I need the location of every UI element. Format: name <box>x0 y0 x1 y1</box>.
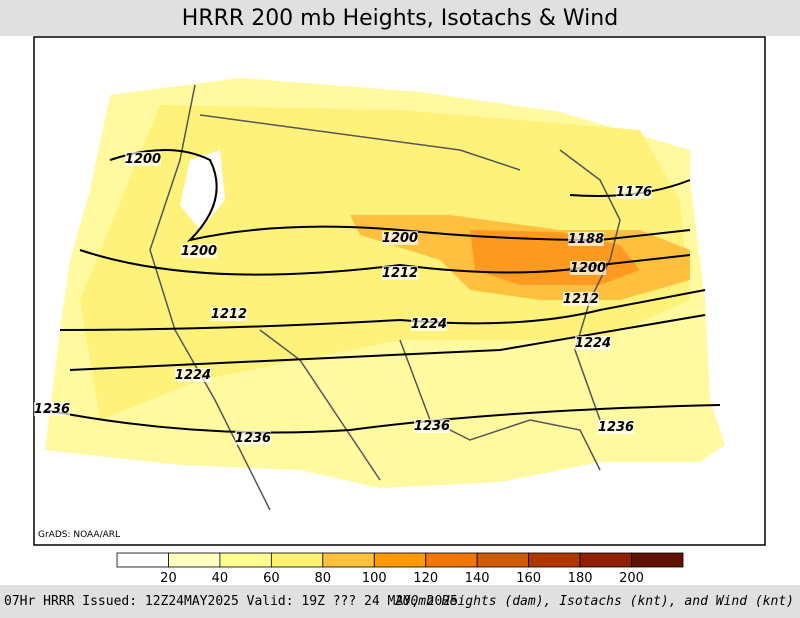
contour-label-bg <box>414 419 450 433</box>
contour-label: 1224 <box>175 368 211 383</box>
colorbar-swatch <box>425 552 478 568</box>
contour-label: 1212 <box>211 307 247 322</box>
contour-label-bg <box>211 307 247 321</box>
contour-label-bg <box>382 266 418 280</box>
footer-right: 200mb Heights (dam), Isotachs (knt), and… <box>395 594 794 609</box>
contour-label-bg <box>563 292 599 306</box>
colorbar-label: 100 <box>362 571 387 586</box>
contour-label: 1176 <box>616 185 652 200</box>
contour-label: 1236 <box>34 402 70 417</box>
contour-label-bg <box>598 420 634 434</box>
credit: GrADS: NOAA/ARL <box>38 530 120 540</box>
colorbar-swatch <box>476 552 530 568</box>
contour-label-bg <box>125 152 161 166</box>
contour-label: 1236 <box>598 420 634 435</box>
contour-labels: 1200 1200 1176 1188 1200 1200 1212 1212 1212 1224… <box>34 152 652 446</box>
colorbar-label: 200 <box>619 571 644 586</box>
contour-label-bg <box>34 402 70 416</box>
contour-label: 1188 <box>568 232 604 247</box>
colorbar-swatch <box>219 552 272 568</box>
colorbar-swatch <box>168 552 221 568</box>
contour-label: 1236 <box>414 419 450 434</box>
colorbar-swatch <box>322 552 375 568</box>
colorbar-label: 80 <box>315 571 332 586</box>
contour-label-bg <box>575 336 611 350</box>
contour-label: 1212 <box>382 266 418 281</box>
colorbar: 20 40 60 80 100 120 140 160 180 200 <box>116 552 684 586</box>
contour-label: 1224 <box>411 317 447 332</box>
contour-label-bg <box>235 431 271 445</box>
contour-label-bg <box>382 231 418 245</box>
colorbar-label: 60 <box>263 571 280 586</box>
contour-label: 1200 <box>181 244 217 259</box>
colorbar-swatch <box>373 552 427 568</box>
contour-label: 1200 <box>382 231 418 246</box>
colorbar-swatch <box>579 552 632 568</box>
title-bar <box>0 0 800 36</box>
colorbar-label: 140 <box>465 571 490 586</box>
contour-label: 1212 <box>563 292 599 307</box>
contour-label: 1200 <box>570 261 606 276</box>
contour-label-bg <box>616 185 652 199</box>
contour-label-bg <box>411 317 447 331</box>
contour-label: 1224 <box>575 336 611 351</box>
colorbar-swatch <box>528 552 581 568</box>
colorbar-swatch <box>116 552 169 568</box>
contour-label-bg <box>570 261 606 275</box>
colorbar-label: 20 <box>160 571 177 586</box>
colorbar-label: 180 <box>568 571 593 586</box>
contour-label-bg <box>568 232 604 246</box>
title: HRRR 200 mb Heights, Isotachs & Wind <box>182 6 618 31</box>
colorbar-swatch <box>631 552 684 568</box>
colorbar-label: 120 <box>413 571 438 586</box>
contour-label: 1236 <box>235 431 271 446</box>
colorbar-swatch <box>270 552 324 568</box>
contour-label-bg <box>175 368 211 382</box>
colorbar-label: 160 <box>516 571 541 586</box>
contour-label: 1200 <box>125 152 161 167</box>
footer-bar <box>0 585 800 618</box>
footer-left: 07Hr HRRR Issued: 12Z24MAY2025 Valid: 19… <box>4 594 458 609</box>
contour-label-bg <box>181 244 217 258</box>
colorbar-label: 40 <box>212 571 229 586</box>
